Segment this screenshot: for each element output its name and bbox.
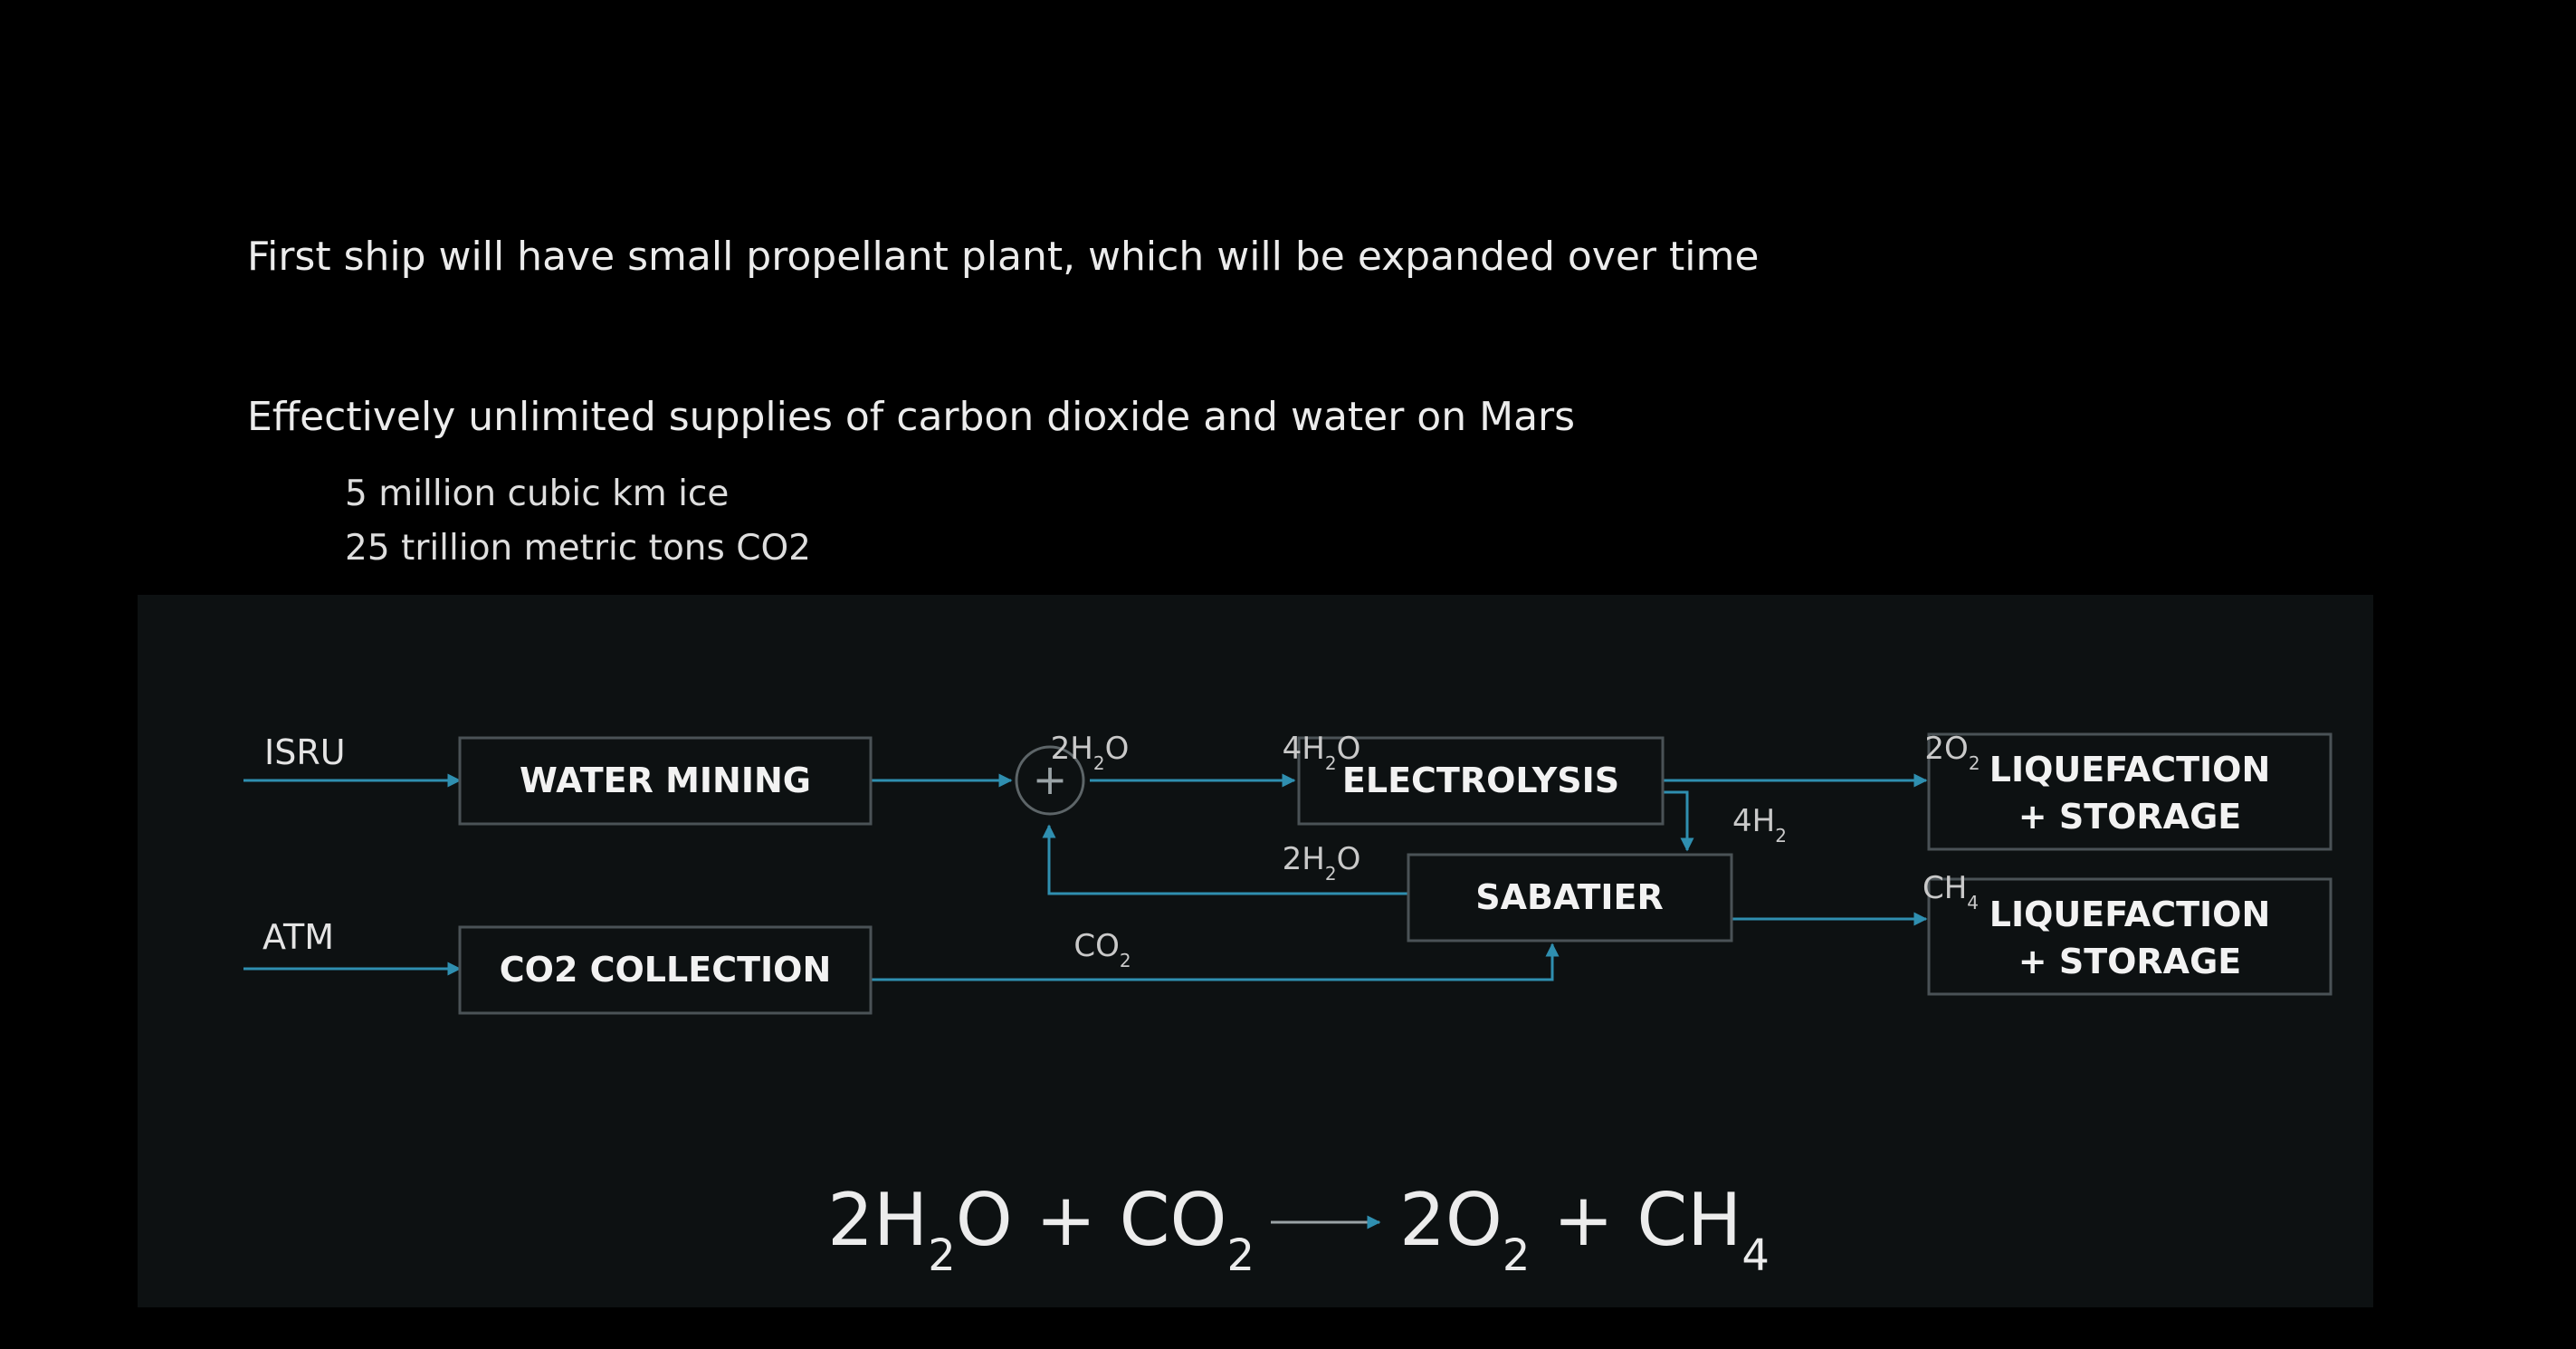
- input-label-isru: ISRU: [264, 732, 346, 772]
- isru-flow-diagram: ISRU ATM WATER MINING CO2 COLLECTION ELE…: [243, 731, 2333, 1281]
- liquefaction-methane-line1: LIQUEFACTION: [1989, 895, 2271, 934]
- mixer-junction: +: [1015, 745, 1085, 816]
- sub-bullet-ice: 5 million cubic km ice: [345, 474, 730, 514]
- liquefaction-methane-line2: + STORAGE: [2018, 942, 2241, 981]
- flow-label-water-combined: 4H2O: [1283, 731, 1361, 774]
- equation-rhs: 2O2 + CH4: [1399, 1178, 1770, 1281]
- flow-label-methane: CH4: [1922, 870, 1979, 914]
- node-co2-collection: CO2 COLLECTION: [458, 925, 873, 1015]
- mixer-plus-icon: +: [1033, 755, 1068, 804]
- electrolysis-label: ELECTROLYSIS: [1342, 761, 1619, 800]
- input-label-atm: ATM: [262, 917, 334, 957]
- liquefaction-oxygen-line1: LIQUEFACTION: [1989, 750, 2271, 789]
- node-liquefaction-methane: LIQUEFACTION + STORAGE: [1927, 877, 2333, 996]
- isru-diagram-panel: ISRU ATM WATER MINING CO2 COLLECTION ELE…: [138, 595, 2373, 1307]
- flow-label-hydrogen: 4H2: [1732, 803, 1787, 847]
- flow-label-oxygen: 2O2: [1924, 731, 1980, 774]
- sub-bullet-co2: 25 trillion metric tons CO2: [345, 528, 811, 569]
- node-water-mining: WATER MINING: [458, 736, 873, 826]
- node-electrolysis: ELECTROLYSIS: [1297, 736, 1665, 826]
- liquefaction-oxygen-line2: + STORAGE: [2018, 797, 2241, 837]
- flow-label-water-recycle: 2H2O: [1283, 841, 1361, 885]
- bullet-mars-supplies: Effectively unlimited supplies of carbon…: [247, 394, 1576, 440]
- flow-sabatier-water-recycle: [1042, 824, 1408, 895]
- node-liquefaction-oxygen: LIQUEFACTION + STORAGE: [1927, 732, 2333, 851]
- bullet-propellant-plant: First ship will have small propellant pl…: [247, 234, 1760, 280]
- sabatier-label: SABATIER: [1475, 877, 1663, 917]
- flow-co2-to-sabatier: [871, 942, 1560, 981]
- co2-collection-label: CO2 COLLECTION: [500, 950, 832, 990]
- equation-lhs: 2H2O + CO2: [827, 1178, 1255, 1281]
- node-sabatier: SABATIER: [1407, 853, 1733, 942]
- water-mining-label: WATER MINING: [520, 761, 811, 800]
- flow-label-co2: CO2: [1073, 928, 1131, 971]
- flow-label-water-out: 2H2O: [1051, 731, 1130, 774]
- flow-electrolysis-to-sabatier: [1663, 790, 1694, 852]
